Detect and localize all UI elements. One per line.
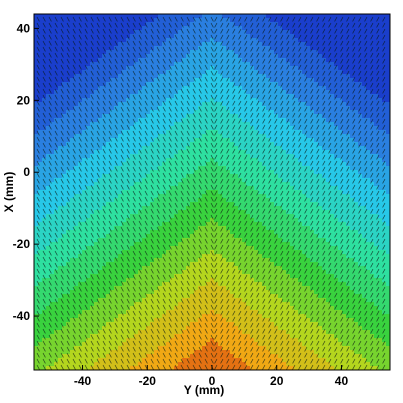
y-tick-label: 0 [23, 165, 30, 179]
x-tick-label: 20 [270, 374, 284, 388]
vector-field-overlay [36, 16, 386, 370]
vector-arrows [36, 16, 386, 370]
x-tick-label: -40 [74, 374, 92, 388]
y-axis-label: X (mm) [2, 172, 16, 213]
x-axis-label: Y (mm) [184, 383, 224, 397]
y-tick-label: -20 [13, 237, 31, 251]
x-axis-ticks: -40 -20 0 20 40 [74, 365, 349, 388]
y-tick-label: 40 [17, 21, 31, 35]
x-tick-label: -20 [139, 374, 157, 388]
y-axis-ticks: 40 20 0 -20 -40 [13, 21, 39, 323]
x-tick-label: 40 [335, 374, 349, 388]
x-tick-label: 0 [209, 374, 216, 388]
y-tick-label: 20 [17, 93, 31, 107]
y-tick-label: -40 [13, 309, 31, 323]
